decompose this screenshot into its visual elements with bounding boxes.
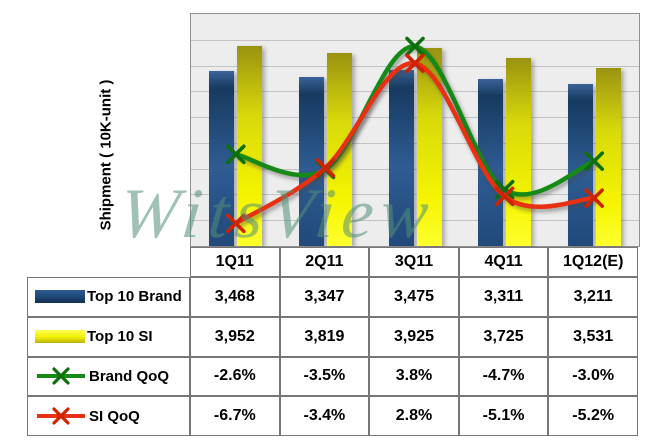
qoq-lines-layer bbox=[226, 36, 604, 234]
value-si-qoq-3q11: 2.8% bbox=[369, 396, 459, 437]
value-top-10-si-1q11: 3,952 bbox=[190, 316, 280, 357]
gridline bbox=[191, 194, 639, 196]
column-header-1q12-e: 1Q12(E) bbox=[548, 247, 638, 277]
column-header-3q11: 3Q11 bbox=[369, 247, 459, 277]
value-brand-qoq-4q11: -4.7% bbox=[458, 356, 549, 397]
brand-qoq-marker-icon bbox=[494, 179, 515, 200]
gridline bbox=[191, 142, 639, 144]
si-qoq-marker-icon bbox=[405, 53, 425, 74]
table-corner-spacer bbox=[27, 247, 190, 277]
brand-qoq-marker-icon bbox=[226, 144, 246, 165]
top-10-brand-swatch-icon bbox=[35, 290, 85, 304]
gridline bbox=[191, 91, 639, 93]
si-qoq-line bbox=[226, 53, 604, 234]
value-top-10-brand-3q11: 3,475 bbox=[369, 277, 459, 317]
si-qoq-marker-icon bbox=[494, 186, 515, 207]
value-si-qoq-1q12-e: -5.2% bbox=[548, 396, 638, 437]
gridline bbox=[191, 39, 639, 41]
value-brand-qoq-2q11: -3.5% bbox=[279, 356, 370, 397]
value-brand-qoq-3q11: 3.8% bbox=[369, 356, 459, 397]
gridline bbox=[191, 168, 639, 170]
value-top-10-brand-4q11: 3,311 bbox=[458, 277, 549, 317]
legend-top-10-si: Top 10 SI bbox=[27, 316, 190, 357]
plot-area bbox=[190, 13, 640, 247]
si-qoq-marker-icon bbox=[226, 213, 246, 234]
value-brand-qoq-1q12-e: -3.0% bbox=[548, 356, 638, 397]
data-table: 1Q11 2Q11 3Q11 4Q11 1Q12(E) Top 10 Brand 3,468… bbox=[27, 247, 638, 437]
value-si-qoq-4q11: -5.1% bbox=[458, 396, 549, 437]
legend-top-10-brand: Top 10 Brand bbox=[27, 277, 190, 317]
gridline bbox=[191, 65, 639, 67]
si-qoq-marker-icon bbox=[315, 158, 336, 178]
gridline bbox=[191, 117, 639, 119]
value-top-10-brand-2q11: 3,347 bbox=[279, 277, 370, 317]
value-top-10-si-2q11: 3,819 bbox=[279, 316, 370, 357]
si-qoq-swatch-icon bbox=[37, 407, 85, 425]
legend-brand-qoq: Brand QoQ bbox=[27, 356, 190, 397]
brand-qoq-swatch-icon bbox=[37, 367, 85, 386]
column-header-1q11: 1Q11 bbox=[190, 247, 280, 277]
brand-qoq-marker-icon bbox=[584, 151, 604, 171]
gridline bbox=[191, 220, 639, 222]
value-si-qoq-2q11: -3.4% bbox=[279, 396, 370, 437]
bar-top-10-brand-3q11 bbox=[388, 70, 414, 246]
brand-qoq-marker-icon bbox=[405, 36, 425, 57]
legend-label: Brand QoQ bbox=[89, 367, 170, 385]
value-top-10-brand-1q11: 3,468 bbox=[190, 277, 280, 317]
value-top-10-si-1q12-e: 3,531 bbox=[548, 316, 638, 357]
value-top-10-brand-1q12-e: 3,211 bbox=[548, 277, 638, 317]
column-header-2q11: 2Q11 bbox=[279, 247, 370, 277]
column-header-4q11: 4Q11 bbox=[458, 247, 549, 277]
value-top-10-si-3q11: 3,925 bbox=[369, 316, 459, 357]
legend-label: SI QoQ bbox=[89, 407, 140, 425]
y-axis-label: Shipment ( 10K-unit ) bbox=[97, 79, 115, 231]
value-brand-qoq-1q11: -2.6% bbox=[190, 356, 280, 397]
bar-top-10-si-4q11 bbox=[506, 57, 532, 246]
legend-label: Top 10 Brand bbox=[87, 288, 182, 306]
si-qoq-marker-icon bbox=[584, 188, 604, 208]
legend-si-qoq: SI QoQ bbox=[27, 396, 190, 437]
top-10-si-swatch-icon bbox=[35, 330, 85, 344]
value-top-10-si-4q11: 3,725 bbox=[458, 316, 549, 357]
legend-label: Top 10 SI bbox=[87, 328, 153, 346]
value-si-qoq-1q11: -6.7% bbox=[190, 396, 280, 437]
